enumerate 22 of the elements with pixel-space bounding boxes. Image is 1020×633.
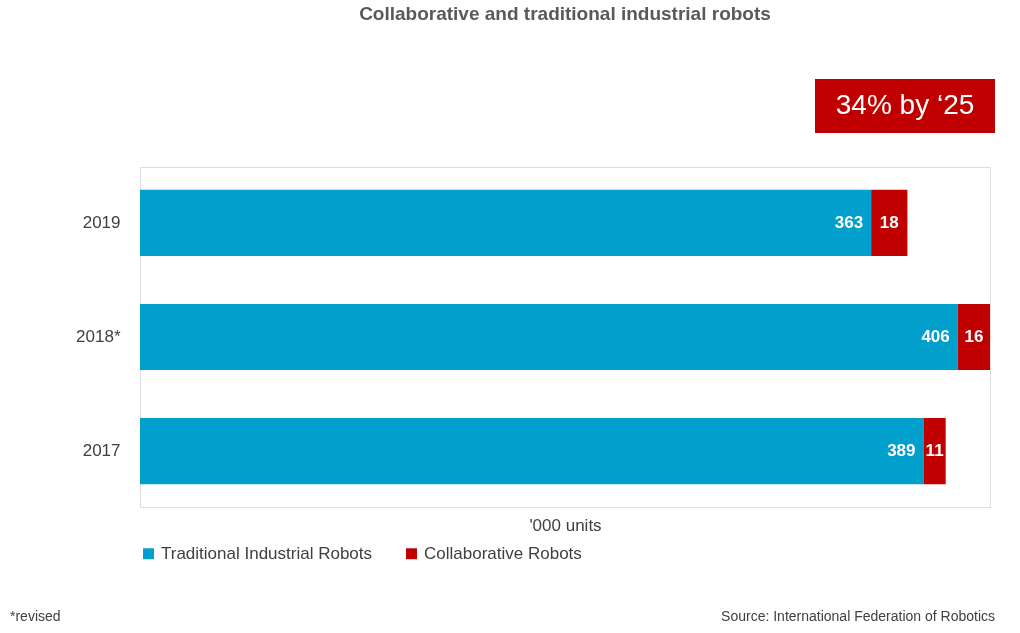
bar	[957, 303, 990, 371]
y-tick-label: 2017	[82, 441, 121, 461]
data-label: 18	[879, 212, 899, 232]
bar	[923, 418, 946, 485]
text: 34% by ‘25	[835, 89, 975, 120]
bar	[140, 189, 872, 256]
bar	[140, 418, 924, 485]
legend-label: Traditional Industrial Robots	[161, 543, 373, 563]
data-label: 406	[921, 327, 950, 346]
source-note: Source: International Federation of Robotics	[721, 608, 995, 624]
legend-label: Collaborative Robots	[424, 543, 582, 563]
x-axis-title: '000 units	[529, 515, 602, 535]
bar	[140, 303, 958, 371]
data-label: 363	[834, 212, 864, 232]
chart-title: Collaborative and traditional industrial robots	[359, 3, 771, 24]
data-label: 389	[887, 441, 916, 461]
y-tick-label: 2019	[82, 212, 121, 232]
bar	[871, 189, 908, 256]
data-label: 16	[964, 327, 984, 346]
data-label: 11	[925, 441, 944, 461]
y-tick-label: 2018*	[76, 327, 121, 346]
text: *revised	[10, 608, 61, 624]
